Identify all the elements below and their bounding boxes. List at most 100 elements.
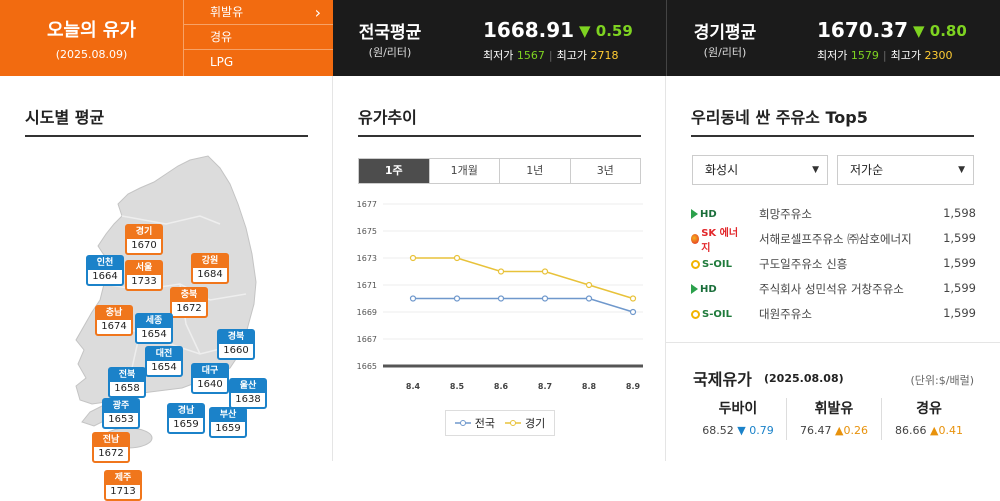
region-marker-gyeonggi[interactable]: 경기 1670 [125, 224, 163, 255]
region-marker-gwangju[interactable]: 광주 1653 [102, 398, 140, 429]
tab-3-years[interactable]: 3년 [569, 159, 640, 183]
intl-price-name: 휘발유 [814, 401, 854, 417]
region-marker-sejong[interactable]: 세종 1654 [135, 313, 173, 344]
region-name: 전북 [110, 369, 144, 382]
hd-hyundai-oilbank-logo-icon: HD [691, 281, 739, 297]
y-tick-label: 1673 [357, 254, 377, 263]
region-price: 1670 [131, 240, 157, 251]
data-point[interactable] [541, 268, 549, 275]
y-tick-label: 1667 [357, 335, 377, 344]
region-select[interactable]: 화성시 ▼ [692, 155, 828, 185]
data-point[interactable] [453, 254, 461, 262]
region-marker-gyeongnam[interactable]: 경남 1659 [167, 403, 205, 434]
region-name: 제주 [106, 472, 140, 485]
today-oil-price-box: 오늘의 유가 (2025.08.09) [0, 0, 183, 76]
station-name: 희망주유소 [759, 207, 812, 221]
station-name: 대원주유소 [759, 307, 812, 321]
national-average-change: ▼ 0.59 [579, 22, 633, 40]
intl-price-diesel[interactable]: 경유 86.66 ▲0.41 [881, 398, 977, 437]
region-marker-ulsan[interactable]: 울산 1638 [229, 378, 267, 409]
national-average: 전국평균 (원/리터) 1668.91 ▼ 0.59 최저가 1567 | 최고가 … [345, 0, 665, 76]
region-name: 대전 [147, 348, 181, 361]
international-oil-date: (2025.08.08) [764, 372, 844, 385]
region-marker-gyeongbuk[interactable]: 경북 1660 [217, 329, 255, 360]
region-marker-jeonbuk[interactable]: 전북 1658 [108, 367, 146, 398]
intl-price-change: ▲0.26 [835, 424, 868, 437]
period-tabs: 1주 1개월 1년 3년 [358, 158, 641, 184]
tab-1-week[interactable]: 1주 [359, 159, 429, 183]
fuel-type-menu: 휘발유 › 경유 LPG [183, 0, 333, 76]
data-point[interactable] [541, 295, 549, 302]
region-name: 강원 [193, 255, 227, 268]
data-point[interactable] [409, 254, 417, 262]
intl-price-gasoline[interactable]: 휘발유 76.47 ▲0.26 [786, 398, 882, 437]
region-marker-jeonnam[interactable]: 전남 1672 [92, 432, 130, 463]
region-marker-incheon[interactable]: 인천 1664 [86, 255, 124, 286]
x-tick-label: 8.8 [582, 382, 597, 391]
intl-price-change: ▲0.41 [930, 424, 963, 437]
region-marker-daegu[interactable]: 대구 1640 [191, 363, 229, 394]
national-average-price: 1668.91 [483, 18, 575, 42]
fuel-menu-diesel[interactable]: 경유 [183, 25, 333, 50]
region-marker-chungnam[interactable]: 충남 1674 [95, 305, 133, 336]
s-oil-logo-icon: S-OIL [691, 256, 739, 272]
data-point[interactable] [629, 308, 637, 316]
region-marker-gangwon[interactable]: 강원 1684 [191, 253, 229, 284]
series-line-전국 [413, 297, 634, 313]
x-tick-label: 8.9 [626, 382, 641, 391]
intl-price-value-row: 76.47 ▲0.26 [786, 424, 882, 437]
gyeonggi-average-unit: (원/리터) [703, 46, 747, 59]
price-trend-title: 유가추이 [358, 108, 417, 127]
region-marker-chungbuk[interactable]: 충북 1672 [170, 287, 208, 318]
data-point[interactable] [585, 295, 593, 302]
tab-1-year[interactable]: 1년 [499, 159, 570, 183]
tab-1-month[interactable]: 1개월 [428, 159, 499, 183]
data-point[interactable] [585, 281, 593, 289]
title-underline [691, 135, 974, 137]
station-row[interactable]: HD 주식회사 성민석유 거창주유소 1,599 [691, 277, 976, 302]
region-select-value: 화성시 [705, 163, 739, 177]
station-name: 구도일주유소 신흥 [759, 257, 848, 271]
regional-average-title: 시도별 평균 [25, 108, 105, 127]
region-name: 서울 [127, 262, 161, 275]
region-marker-seoul[interactable]: 서울 1733 [125, 260, 163, 291]
national-average-unit: (원/리터) [368, 46, 412, 59]
region-name: 울산 [231, 380, 265, 393]
intl-price-value: 68.52 [702, 424, 734, 437]
data-point[interactable] [453, 295, 461, 302]
legend-item-national[interactable]: 전국 [454, 415, 495, 431]
intl-price-value: 76.47 [800, 424, 832, 437]
fuel-menu-lpg[interactable]: LPG [183, 50, 333, 76]
caret-down-icon: ▼ [958, 165, 965, 175]
station-name: 주식회사 성민석유 거창주유소 [759, 282, 904, 296]
y-tick-label: 1675 [357, 227, 377, 236]
sort-select[interactable]: 저가순 ▼ [837, 155, 974, 185]
station-row[interactable]: S-OIL 구도일주유소 신흥 1,599 [691, 252, 976, 277]
data-point[interactable] [497, 268, 505, 275]
region-name: 전남 [94, 434, 128, 447]
fuel-menu-gasoline[interactable]: 휘발유 › [183, 0, 333, 25]
station-row[interactable]: HD 희망주유소 1,598 [691, 202, 976, 227]
intl-price-change: ▼ 0.79 [737, 424, 774, 437]
region-price: 1654 [141, 329, 167, 340]
region-price: 1713 [110, 486, 136, 497]
legend-item-gyeonggi[interactable]: 경기 [505, 415, 545, 431]
gyeonggi-average: 경기평균 (원/리터) 1670.37 ▼ 0.80 최저가 1579 | 최고가 … [680, 0, 1000, 76]
y-tick-label: 1671 [357, 281, 377, 290]
region-marker-busan[interactable]: 부산 1659 [209, 407, 247, 438]
x-tick-label: 8.7 [538, 382, 552, 391]
station-row[interactable]: S-OIL 대원주유소 1,599 [691, 302, 976, 327]
sk-energy-logo-icon: SK 에너지 [691, 228, 739, 254]
station-row[interactable]: SK 에너지 서해로셀프주유소 ㈜삼호에너지 1,599 [691, 227, 976, 254]
data-point[interactable] [497, 295, 505, 302]
data-point[interactable] [409, 295, 417, 302]
divider [881, 398, 882, 440]
cheap-stations-title: 우리동네 싼 주유소 Top5 [691, 108, 868, 127]
region-marker-jeju[interactable]: 제주 1713 [104, 470, 142, 501]
region-name: 부산 [211, 409, 245, 422]
intl-price-dubai[interactable]: 두바이 68.52 ▼ 0.79 [690, 398, 786, 437]
y-tick-label: 1669 [357, 308, 377, 317]
region-marker-daejeon[interactable]: 대전 1654 [145, 346, 183, 377]
data-point[interactable] [629, 295, 637, 302]
region-price: 1672 [176, 303, 202, 314]
